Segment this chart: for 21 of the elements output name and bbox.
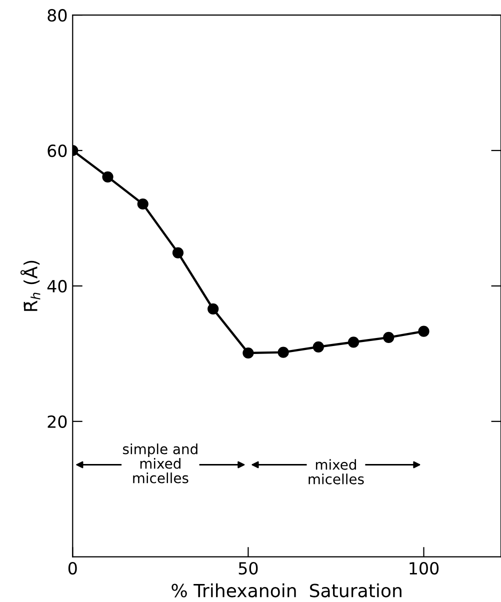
- y-tick-label: 20: [48, 415, 67, 428]
- y-tick-label: 40: [47, 280, 67, 293]
- point: [242, 347, 254, 359]
- point: [172, 247, 184, 258]
- point: [418, 326, 430, 337]
- y-tick-label: 80: [48, 9, 67, 22]
- point: [312, 341, 324, 352]
- point: [278, 346, 289, 358]
- x-tick-label: 0: [68, 562, 77, 575]
- point: [208, 303, 219, 315]
- point: [137, 198, 148, 210]
- x-axis-title: % Trihexanoin Saturation: [172, 583, 402, 598]
- y-tick-label: 60: [48, 144, 67, 158]
- annotation: simple and mixed micelles: [122, 444, 198, 484]
- point: [383, 332, 394, 343]
- x-tick-label: 50: [238, 562, 258, 575]
- x-tick-label: 100: [410, 562, 439, 575]
- y-axis-title: R̄$_{h}$ (Å): [20, 260, 40, 311]
- point: [102, 171, 114, 182]
- annotation: mixed micelles: [308, 459, 364, 484]
- point: [348, 336, 360, 348]
